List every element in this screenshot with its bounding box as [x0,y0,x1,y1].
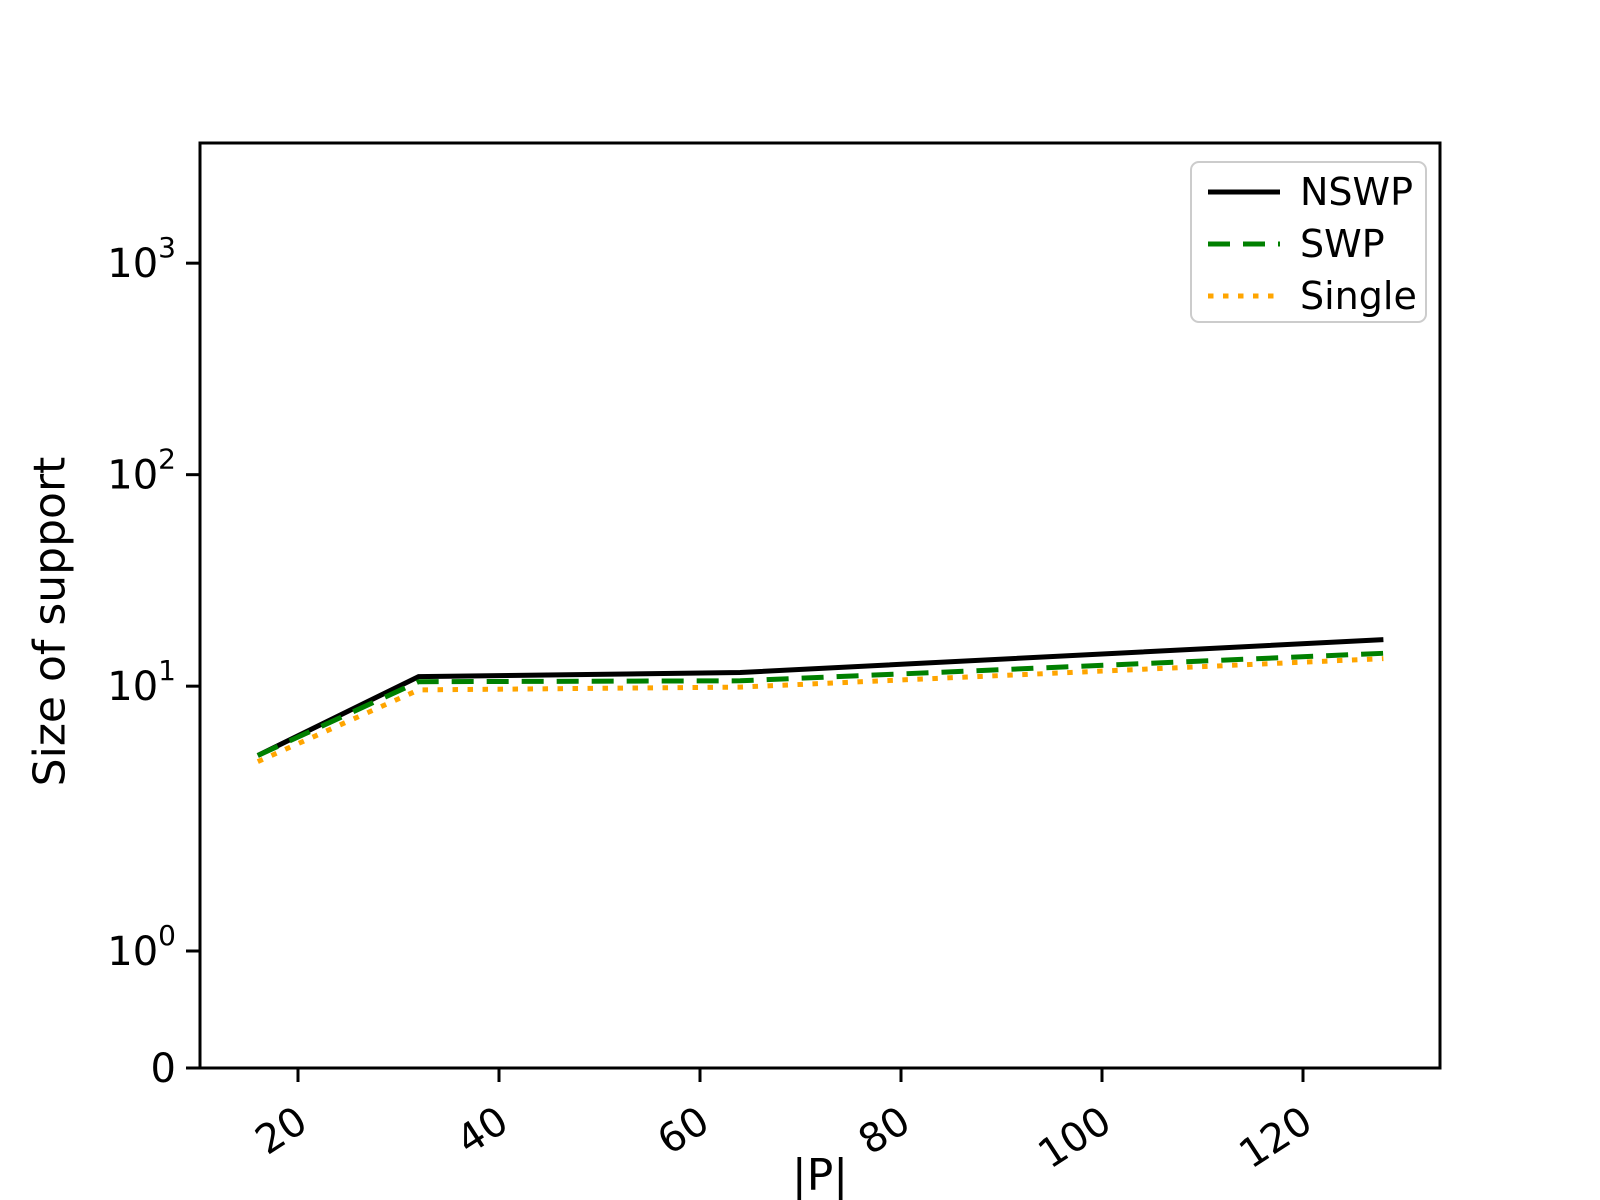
legend: NSWP SWP Single [1190,161,1427,323]
y-tick-label: 100 [107,919,176,975]
legend-item-nswp: NSWP [1192,166,1425,218]
y-axis-ticks: 0 100 101 102 103 [107,231,200,1092]
y-tick-label: 102 [107,443,176,499]
legend-label: SWP [1300,222,1385,266]
series-line-nswp [256,637,1384,758]
y-axis-label: Size of support [24,456,76,787]
y-tick-label: 103 [107,231,176,287]
series-line-swp [256,650,1384,758]
legend-label: NSWP [1300,170,1414,214]
y-tick-label: 0 [151,1046,176,1092]
x-tick-label: 100 [1030,1098,1119,1178]
x-tick-label: 120 [1231,1098,1320,1178]
legend-item-single: Single [1192,270,1425,322]
data-series [256,637,1384,764]
x-tick-label: 20 [248,1098,316,1164]
legend-line-sample [1208,189,1280,195]
legend-item-swp: SWP [1192,218,1425,270]
plot-frame [198,141,1442,1070]
legend-line-sample [1208,293,1280,299]
y-tick-label: 101 [107,654,176,710]
legend-label: Single [1300,274,1417,318]
legend-line-sample [1208,241,1280,247]
x-axis-label: |P| [791,1150,849,1200]
x-tick-label: 40 [449,1098,517,1164]
